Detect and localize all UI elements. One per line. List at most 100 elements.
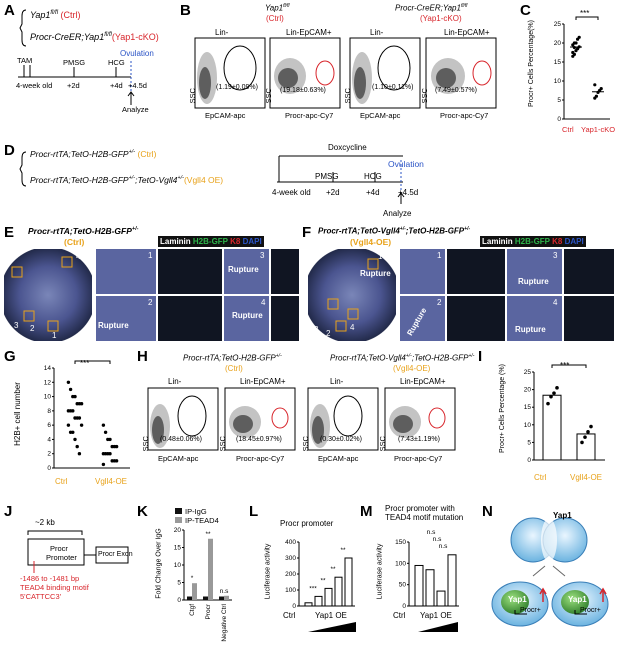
c-point-0-10 <box>571 50 575 55</box>
l-sig-2: ** <box>330 566 336 573</box>
h-tag-ctrl: (Ctrl) <box>225 364 243 373</box>
e-rupture-3: Rupture <box>232 311 263 320</box>
f-z-num-3: 3 <box>553 251 558 260</box>
tl-a-4wk: 4-week old <box>16 81 53 90</box>
i-ticklabel-1: 5 <box>527 439 531 446</box>
f-zoom-3 <box>507 249 562 294</box>
tl-a-pmsg: PMSG <box>63 58 86 67</box>
tl-d-ovulation: Ovulation <box>388 159 424 169</box>
l-bar-1 <box>314 595 323 607</box>
f-num-3: 3 <box>314 325 319 334</box>
b-ylab4: SSC <box>419 88 429 104</box>
h-gate2-oe: Lin-EpCAM+ <box>400 377 446 386</box>
g-point-0-6 <box>79 402 84 406</box>
j-exon: Procr Exon <box>98 551 133 558</box>
h-title-ctrl: Procr-rtTA;TetO-H2B-GFP+/- <box>183 353 282 363</box>
f-num-1: 1 <box>378 252 383 261</box>
g-point-0-12 <box>77 416 82 420</box>
f-legend: Laminin H2B-GFP K8 DAPI <box>480 236 586 247</box>
f-rupture-4: Rupture <box>515 325 546 334</box>
i-point-1-0 <box>580 440 584 445</box>
g-point-0-14 <box>66 423 71 427</box>
k-bar-igg-1 <box>203 596 208 600</box>
c-point-1-1 <box>594 94 598 98</box>
timeline-d <box>277 155 405 204</box>
b-gate2-ko: Lin-EpCAM+ <box>444 28 490 37</box>
panel-label-g: G <box>4 348 16 365</box>
c-cat-ctrl: Ctrl <box>562 125 574 134</box>
c-ticklabel-1: 5 <box>557 97 561 104</box>
i-ticklabel-2: 10 <box>524 422 532 429</box>
e-zoom-4 <box>224 296 269 341</box>
i-ticklabel-5: 25 <box>524 369 532 376</box>
h-ylab1: SSC <box>140 436 150 452</box>
m-title2: TEAD4 motif mutation <box>385 513 464 522</box>
b-ctrl-p1: (1.19±0.09%) <box>216 84 258 91</box>
g-ticklabel-5: 10 <box>44 394 52 401</box>
tl-a-analyze: Analyze <box>122 105 149 114</box>
m-triangle <box>418 622 458 632</box>
k-ticklabel-2: 10 <box>174 562 182 569</box>
h-gate1-oe: Lin- <box>330 377 344 386</box>
l-ticklabel-1: 100 <box>285 587 296 594</box>
panel-label-l: L <box>249 503 259 520</box>
tl-a-hcg: HCG <box>108 58 125 67</box>
c-ticklabel-4: 20 <box>554 40 562 47</box>
flow-b-ctrl-1 <box>194 37 266 109</box>
e-zoom-2 <box>96 296 156 341</box>
e-z-num-1: 1 <box>148 251 153 260</box>
n-yap1-left: Yap1 <box>508 595 527 604</box>
j-promoter2: Promoter <box>46 553 77 562</box>
k-legend-igg: IP-IgG <box>185 507 207 516</box>
m-title1: Procr promoter with <box>385 504 455 513</box>
g-point-0-13 <box>79 423 84 427</box>
k-bar-igg-2 <box>219 596 224 600</box>
m-x-ctrl: Ctrl <box>393 611 406 620</box>
i-ticklabel-4: 20 <box>524 387 532 394</box>
chart-g: 0 2 4 6 8 10 12 14 <box>44 360 130 472</box>
f-zoom-4b <box>564 296 614 341</box>
k-bar-tead4-2 <box>224 595 229 600</box>
b-ylab1: SSC <box>187 88 197 104</box>
k-sig-0: * <box>191 575 194 582</box>
b-gate1-ctrl: Lin- <box>215 28 229 37</box>
m-bar-3 <box>447 554 457 607</box>
f-num-4: 4 <box>350 323 355 332</box>
panel-label-a: A <box>4 2 15 19</box>
timeline-a <box>18 61 135 105</box>
m-bar-0 <box>414 564 424 607</box>
g-point-0-19 <box>77 452 82 456</box>
l-sig-1: ** <box>320 577 326 584</box>
c-point-0-11 <box>572 45 576 50</box>
c-point-0-9 <box>577 35 581 39</box>
l-ylabel: Luciferase activity <box>264 543 272 600</box>
h-oe-p1: (0.30±0.02%) <box>320 436 362 443</box>
c-sig: *** <box>580 9 590 18</box>
g-point-0-17 <box>73 437 77 442</box>
m-sig-0: n.s <box>427 529 436 536</box>
b-gate2-ctrl: Lin-EpCAM+ <box>286 28 332 37</box>
f-zoom-4 <box>507 296 562 341</box>
panel-label-e: E <box>4 224 15 241</box>
c-ylabel: Procr+ Cells Percentage(%) <box>527 20 535 107</box>
l-x-yap: Yap1 OE <box>315 611 347 620</box>
j-kb: ~2 kb <box>35 518 55 527</box>
g-sig: *** <box>80 359 90 368</box>
m-ticklabel-3: 150 <box>395 539 406 546</box>
panel-label-h: H <box>137 348 148 365</box>
tl-a-ovulation: Ovulation <box>120 49 154 58</box>
flow-h-oe-1 <box>307 387 379 451</box>
k-legend-tead4: IP-TEAD4 <box>185 516 219 525</box>
f-num-2: 2 <box>326 329 331 338</box>
k-ticklabel-1: 5 <box>177 580 181 587</box>
chart-c: 0 5 10 15 20 25 <box>554 16 610 123</box>
tl-d-dox: Doxcycline <box>328 143 367 152</box>
g-ticklabel-4: 8 <box>47 408 51 415</box>
m-bar-2 <box>436 590 446 607</box>
l-bar-0 <box>304 602 313 607</box>
e-zoom-3b <box>271 249 299 294</box>
f-rupture-1: Rupture <box>360 269 391 278</box>
e-num-2: 2 <box>30 324 35 333</box>
h-xlab2: Procr-apc-Cy7 <box>236 454 285 463</box>
i-point-1-1 <box>583 435 587 439</box>
